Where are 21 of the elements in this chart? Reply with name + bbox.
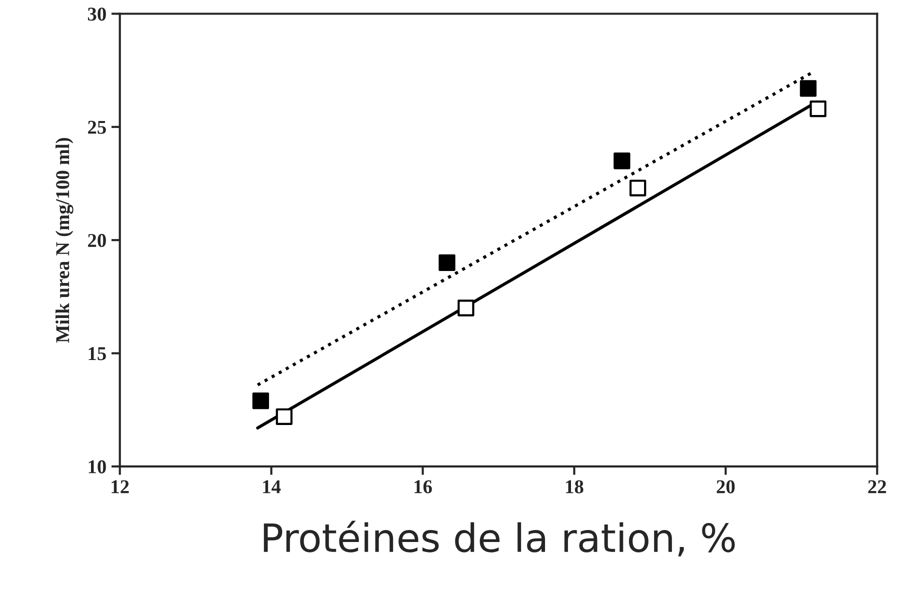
point [458, 300, 474, 316]
x-tick-label: 22 [868, 480, 886, 494]
point [630, 180, 646, 196]
point [276, 408, 293, 425]
point [614, 152, 630, 170]
point [800, 80, 817, 97]
y-tick-label: 30 [88, 8, 106, 21]
y-tick-label: 10 [88, 460, 106, 474]
x-tick-label: 20 [716, 480, 735, 494]
point [438, 254, 456, 272]
y-axis-title: Milk urea N (mg/100 ml) [56, 138, 74, 343]
point [810, 100, 826, 118]
x-tick-label: 18 [566, 480, 584, 494]
x-tick-label: 12 [112, 480, 129, 494]
y-tick-label: 15 [88, 347, 106, 360]
x-axis-title: Protéines de la ration, % [264, 520, 735, 556]
x-tick-label: 16 [414, 480, 432, 494]
point [252, 392, 270, 410]
y-tick-label: 20 [88, 234, 106, 248]
x-tick-label: 14 [263, 480, 281, 494]
y-tick-label: 25 [88, 120, 106, 134]
